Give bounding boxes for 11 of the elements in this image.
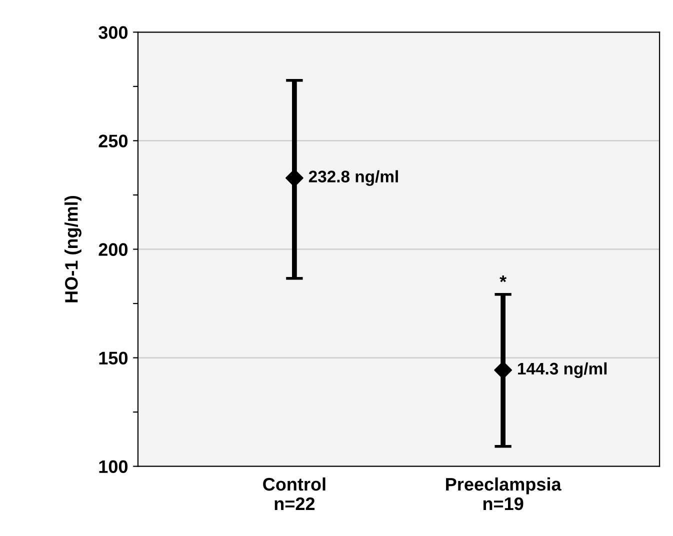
y-tick-label: 250 — [98, 134, 128, 148]
annotation: * — [500, 275, 507, 282]
y-axis-title: HO-1 (ng/ml) — [64, 196, 82, 302]
data-label: 232.8 ng/ml — [308, 170, 398, 186]
x-tick-label: Control n=22 — [263, 477, 326, 510]
y-tick-label: 100 — [99, 460, 128, 474]
y-tick-label: 200 — [98, 243, 128, 256]
y-tick-label: 300 — [98, 26, 128, 39]
y-tick-label: 150 — [99, 352, 128, 364]
x-tick-label: Preeclampsia n=19 — [446, 477, 562, 510]
data-label: 144.3 ng/ml — [518, 362, 607, 378]
